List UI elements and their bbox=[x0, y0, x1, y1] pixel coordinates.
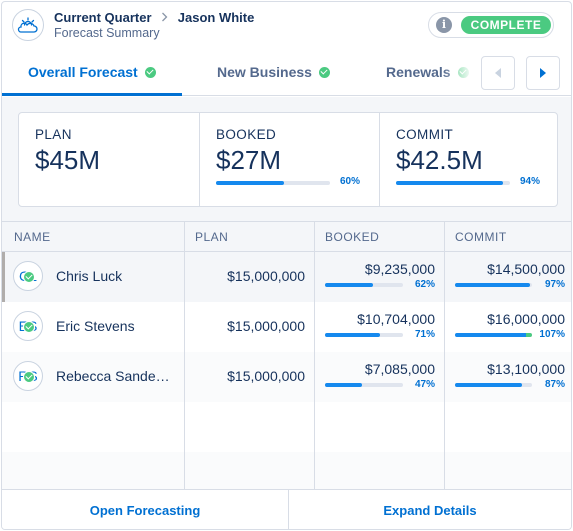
status-pill: i COMPLETE bbox=[428, 12, 554, 38]
stat-value: $45M bbox=[35, 145, 101, 175]
caret-right-icon bbox=[540, 68, 546, 78]
card-footer: Open Forecasting Expand Details bbox=[2, 489, 571, 529]
commit-percent: 97% bbox=[544, 279, 565, 290]
forecast-cloud-icon bbox=[12, 9, 44, 41]
column-header-plan[interactable]: PLAN bbox=[195, 230, 229, 244]
progress-fill bbox=[455, 383, 522, 387]
rep-name[interactable]: Eric Stevens bbox=[56, 318, 135, 334]
plan-value: $15,000,000 bbox=[227, 268, 305, 284]
booked-percent: 47% bbox=[414, 379, 435, 390]
page-subtitle: Forecast Summary bbox=[54, 26, 160, 40]
check-circle-icon bbox=[23, 271, 35, 283]
stat-label: BOOKED bbox=[216, 127, 277, 142]
progress-fill bbox=[455, 333, 532, 337]
stat-commit: COMMIT $42.5M 94% bbox=[379, 113, 559, 206]
commit-value: $16,000,000 bbox=[487, 311, 565, 327]
table-header: NAME PLAN BOOKED COMMIT bbox=[2, 221, 571, 252]
stat-label: PLAN bbox=[35, 127, 72, 142]
commit-percent: 87% bbox=[544, 379, 565, 390]
column-header-name[interactable]: NAME bbox=[14, 230, 51, 244]
stat-label: COMMIT bbox=[396, 127, 454, 142]
chevron-right-icon bbox=[161, 10, 168, 25]
plan-value: $15,000,000 bbox=[227, 368, 305, 384]
booked-value: $7,085,000 bbox=[364, 361, 435, 377]
progress-bar bbox=[216, 181, 330, 185]
summary-stats: PLAN $45M BOOKED $27M 60% COMMIT $42.5M … bbox=[18, 112, 558, 207]
commit-progress-bar bbox=[455, 333, 532, 337]
booked-value: $9,235,000 bbox=[364, 261, 435, 277]
stat-plan: PLAN $45M bbox=[19, 113, 199, 206]
booked-progress-bar bbox=[325, 283, 403, 287]
commit-progress-bar bbox=[455, 383, 532, 387]
column-header-booked[interactable]: BOOKED bbox=[325, 230, 380, 244]
progress-fill bbox=[455, 283, 530, 287]
tab-overflow-fade bbox=[442, 50, 480, 94]
column-divider bbox=[184, 221, 185, 489]
booked-percent: 71% bbox=[414, 329, 435, 340]
stat-value: $27M bbox=[216, 145, 282, 175]
check-circle-icon bbox=[23, 321, 35, 333]
summary-panel: PLAN $45M BOOKED $27M 60% COMMIT $42.5M … bbox=[2, 97, 571, 221]
progress-percent: 94% bbox=[520, 176, 541, 187]
commit-value: $13,100,000 bbox=[487, 361, 565, 377]
tab-label: Renewals bbox=[386, 64, 451, 80]
tab-new-business[interactable]: New Business bbox=[217, 50, 330, 96]
commit-percent: 107% bbox=[539, 329, 565, 340]
forecast-tabs: Overall Forecast New Business Renewals bbox=[2, 50, 571, 96]
progress-fill bbox=[216, 181, 285, 185]
plan-value: $15,000,000 bbox=[227, 318, 305, 334]
check-circle-icon bbox=[318, 66, 330, 78]
column-divider bbox=[444, 221, 445, 489]
tab-scroll-left-button[interactable] bbox=[481, 56, 515, 90]
rep-name[interactable]: Rebecca Sande… bbox=[56, 368, 170, 384]
column-divider bbox=[314, 221, 315, 489]
table-row[interactable]: RSRebecca Sande…$15,000,000$7,085,00047%… bbox=[2, 352, 571, 402]
breadcrumb-parent[interactable]: Current Quarter bbox=[54, 10, 152, 25]
breadcrumb-current: Jason White bbox=[177, 10, 255, 25]
booked-value: $10,704,000 bbox=[357, 311, 435, 327]
tab-overall-forecast[interactable]: Overall Forecast bbox=[2, 50, 182, 96]
info-icon[interactable]: i bbox=[436, 17, 452, 33]
booked-percent: 62% bbox=[414, 279, 435, 290]
commit-value: $14,500,000 bbox=[487, 261, 565, 277]
progress-fill bbox=[325, 283, 374, 287]
open-forecasting-button[interactable]: Open Forecasting bbox=[89, 503, 201, 518]
check-circle-icon bbox=[23, 371, 35, 383]
table-row[interactable]: ESEric Stevens$15,000,000$10,704,00071%$… bbox=[2, 302, 571, 352]
tab-label: Overall Forecast bbox=[28, 64, 138, 80]
expand-details-button[interactable]: Expand Details bbox=[383, 503, 477, 518]
progress-fill bbox=[325, 333, 381, 337]
rep-name[interactable]: Chris Luck bbox=[56, 268, 123, 284]
progress-fill bbox=[325, 383, 362, 387]
footer-divider bbox=[288, 490, 289, 529]
check-circle-icon bbox=[144, 66, 156, 78]
commit-progress-bar bbox=[455, 283, 532, 287]
breadcrumb: Current Quarter Jason White bbox=[54, 10, 254, 25]
tab-label: New Business bbox=[217, 64, 312, 80]
column-header-commit[interactable]: COMMIT bbox=[455, 230, 507, 244]
progress-bar bbox=[396, 181, 510, 185]
caret-left-icon bbox=[495, 68, 501, 78]
stat-booked: BOOKED $27M 60% bbox=[199, 113, 379, 206]
tab-scroll-right-button[interactable] bbox=[526, 56, 560, 90]
stat-value: $42.5M bbox=[396, 145, 483, 175]
progress-fill bbox=[396, 181, 504, 185]
card-header: Current Quarter Jason White Forecast Sum… bbox=[2, 2, 571, 47]
empty-row bbox=[2, 402, 571, 452]
booked-progress-bar bbox=[325, 333, 403, 337]
table-row[interactable]: CLChris Luck$15,000,000$9,235,00062%$14,… bbox=[2, 252, 571, 302]
empty-row bbox=[2, 452, 571, 489]
progress-percent: 60% bbox=[340, 176, 361, 187]
status-badge: COMPLETE bbox=[461, 16, 551, 34]
booked-progress-bar bbox=[325, 383, 403, 387]
